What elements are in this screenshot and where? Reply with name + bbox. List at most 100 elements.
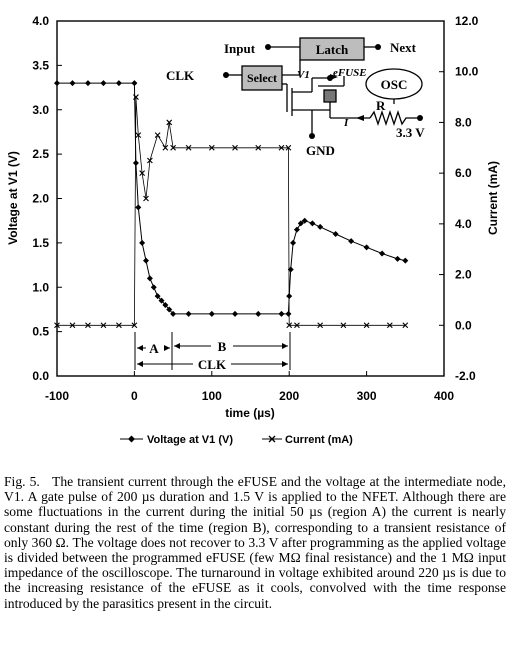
voltage-point (162, 302, 169, 308)
circuit-nodes (223, 44, 423, 139)
voltage-point (139, 239, 146, 246)
voltage-point (290, 239, 297, 246)
voltage-point (158, 297, 165, 304)
voltage-point (232, 310, 239, 317)
y-right-tick-label: 2.0 (455, 268, 472, 282)
current-point (402, 322, 409, 329)
voltage-point (208, 310, 215, 317)
y-left-tick-label: 1.0 (32, 280, 49, 294)
legend: Voltage at V1 (V) Current (mA) (120, 434, 353, 446)
current-point (54, 322, 60, 329)
voltage-point (100, 80, 107, 87)
current-point (131, 322, 138, 329)
voltage-point (69, 80, 76, 87)
voltage-point (146, 275, 153, 282)
voltage-point (402, 257, 409, 264)
y-axis-right-ticks: -2.0 0.0 2.0 4.0 6.0 8.0 10.0 12.0 (439, 14, 479, 383)
caption-text: The transient current through the eFUSE … (4, 474, 506, 611)
voltage-point (170, 310, 177, 317)
voltage-point (135, 204, 142, 211)
current-point (100, 322, 107, 329)
y-right-tick-label: 4.0 (455, 217, 472, 231)
y-right-tick-label: 8.0 (455, 115, 472, 129)
y-right-tick-label: -2.0 (455, 369, 476, 383)
voltage-point (309, 220, 316, 227)
circuit-i-label: I (343, 117, 349, 129)
current-point (166, 119, 173, 126)
current-point (143, 195, 149, 202)
caption-label: Fig. 5. (4, 474, 40, 489)
voltage-point (286, 293, 293, 300)
circuit-select-label: Select (247, 71, 277, 85)
voltage-point (293, 226, 300, 233)
legend-current-marker (268, 435, 276, 443)
voltage-point (317, 223, 324, 230)
y-right-tick-label: 0.0 (455, 318, 472, 332)
voltage-point (255, 310, 262, 317)
current-point (146, 157, 153, 164)
voltage-point (115, 80, 122, 87)
y-left-tick-label: 1.5 (32, 236, 49, 250)
clk-annotation: CLK (166, 68, 195, 83)
y-left-tick-label: 4.0 (32, 14, 49, 28)
voltage-point (394, 255, 401, 262)
voltage-point (150, 284, 157, 291)
circuit-latch-label: Latch (316, 42, 349, 57)
x-axis-label: time (µs) (225, 406, 275, 420)
region-clk-label: CLK (198, 357, 227, 372)
y-axis-left-label: Voltage at V1 (V) (6, 151, 20, 245)
current-point (386, 322, 393, 329)
y-right-tick-label: 6.0 (455, 166, 472, 180)
current-point (139, 170, 146, 177)
voltage-point (278, 310, 285, 317)
x-tick-label: 400 (434, 389, 454, 403)
y-left-tick-label: 2.5 (32, 147, 49, 161)
circuit-osc-label: OSC (381, 77, 408, 92)
current-point (255, 144, 262, 151)
y-left-tick-label: 3.0 (32, 103, 49, 117)
voltage-point (154, 293, 161, 300)
x-tick-label: -100 (45, 389, 69, 403)
x-axis-ticks: -100 0 100 200 300 400 (45, 371, 454, 403)
region-a-label: A (149, 341, 159, 356)
current-point (162, 144, 169, 151)
region-b-label: B (218, 339, 227, 354)
legend-voltage-marker (128, 435, 135, 443)
current-point (116, 322, 122, 329)
y-axis-left-ticks: 0.0 0.5 1.0 1.5 2.0 2.5 3.0 3.5 4.0 (32, 14, 62, 383)
current-point (170, 144, 176, 151)
voltage-point (166, 306, 173, 313)
circuit-efuse-label: eFUSE (333, 67, 367, 79)
voltage-point (363, 244, 370, 251)
y-right-tick-label: 12.0 (455, 14, 479, 28)
figure-caption: Fig. 5. The transient current through th… (4, 474, 506, 611)
voltage-point (379, 250, 386, 257)
voltage-point (143, 257, 150, 264)
current-line (57, 97, 406, 326)
circuit-input-label: Input (224, 41, 256, 56)
current-point (340, 322, 347, 329)
current-point (85, 322, 91, 329)
current-point (69, 322, 76, 329)
current-point (285, 144, 292, 151)
circuit-supply-label: 3.3 V (396, 125, 425, 140)
voltage-point (332, 231, 339, 237)
x-tick-label: 300 (357, 389, 377, 403)
current-point (294, 322, 300, 329)
legend-voltage-label: Voltage at V1 (V) (147, 434, 233, 446)
y-right-tick-label: 10.0 (455, 65, 479, 79)
voltage-point (132, 160, 139, 166)
current-point (278, 144, 285, 151)
series-current (54, 94, 409, 329)
current-point (286, 322, 293, 329)
y-left-tick-label: 0.5 (32, 325, 49, 339)
current-point (185, 144, 192, 151)
voltage-point (285, 310, 292, 317)
current-point (232, 144, 238, 151)
y-axis-right-label: Current (mA) (486, 161, 500, 235)
current-point (154, 132, 161, 138)
y-left-tick-label: 0.0 (32, 369, 49, 383)
current-point (317, 322, 324, 329)
y-left-tick-label: 3.5 (32, 58, 49, 72)
current-point (208, 144, 215, 151)
